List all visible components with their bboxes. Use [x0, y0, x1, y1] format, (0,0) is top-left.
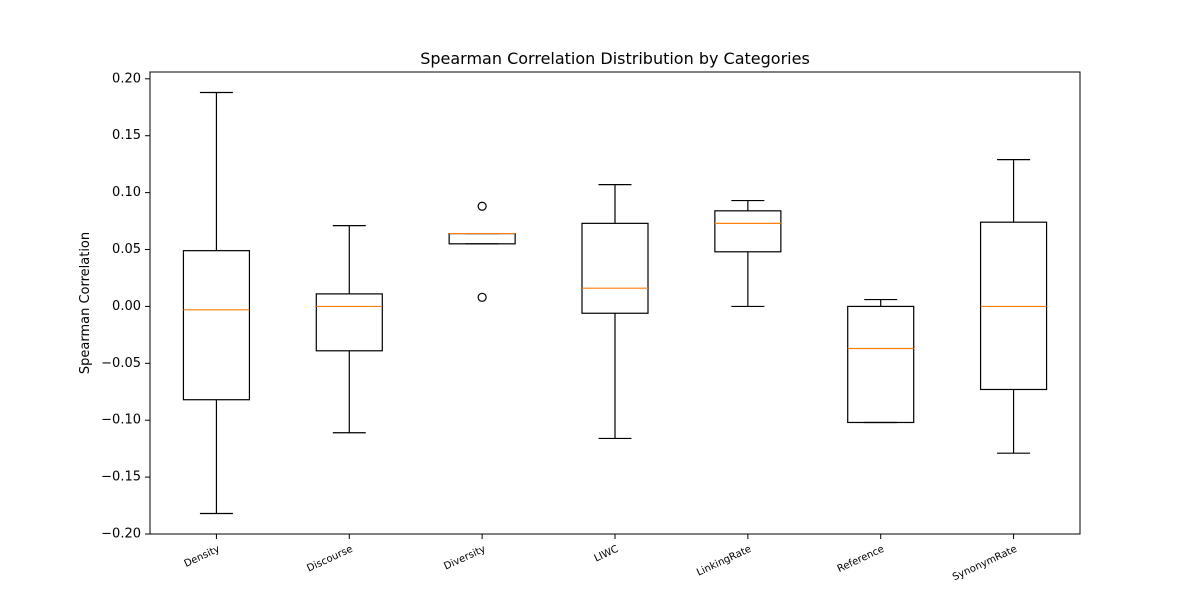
- plot-area: [182, 91, 1048, 515]
- x-tick-label: SynonymRate: [951, 544, 1019, 583]
- y-tick-label: −0.15: [101, 470, 141, 485]
- box-reference: [847, 298, 915, 424]
- box-linkingrate: [714, 199, 782, 308]
- y-tick-label: 0.20: [112, 71, 141, 86]
- x-tick-label: LIWC: [593, 544, 621, 565]
- y-tick-label: 0.10: [112, 185, 141, 200]
- y-tick-label: −0.10: [101, 413, 141, 428]
- box-density: [182, 91, 251, 515]
- y-tick-label: −0.05: [101, 356, 141, 371]
- y-tick-label: 0.05: [112, 242, 141, 257]
- box-liwc: [581, 184, 649, 440]
- y-tick-label: −0.20: [101, 527, 141, 542]
- y-tick-label: 0.15: [112, 128, 141, 143]
- x-tick-label: Diversity: [442, 544, 487, 573]
- iqr-box: [182, 250, 251, 401]
- axes-frame: [149, 71, 1081, 535]
- x-axis: Density Discourse Diversity LIWC LinkingRate…: [183, 534, 1019, 583]
- iqr-box: [315, 293, 383, 352]
- chart-title: Spearman Correlation Distribution by Cat…: [420, 49, 810, 68]
- iqr-box: [448, 232, 516, 245]
- box-diversity: [448, 201, 516, 302]
- iqr-box: [847, 305, 915, 424]
- iqr-box: [581, 222, 649, 314]
- x-tick-label: LinkingRate: [695, 544, 753, 579]
- y-axis-label: Spearman Correlation: [78, 232, 93, 374]
- x-tick-label: Discourse: [305, 544, 354, 575]
- x-tick-label: Density: [183, 544, 222, 570]
- outlier-point: [477, 201, 487, 211]
- iqr-box: [714, 210, 782, 253]
- y-axis: −0.20 −0.15 −0.10 −0.05 0.00 0.05 0.10 0.15 0.20: [101, 71, 150, 542]
- x-tick-label: Reference: [836, 544, 886, 575]
- box-synonymrate: [979, 159, 1048, 454]
- outlier-point: [477, 292, 487, 302]
- box-discourse: [315, 225, 383, 434]
- y-tick-label: 0.00: [112, 299, 141, 314]
